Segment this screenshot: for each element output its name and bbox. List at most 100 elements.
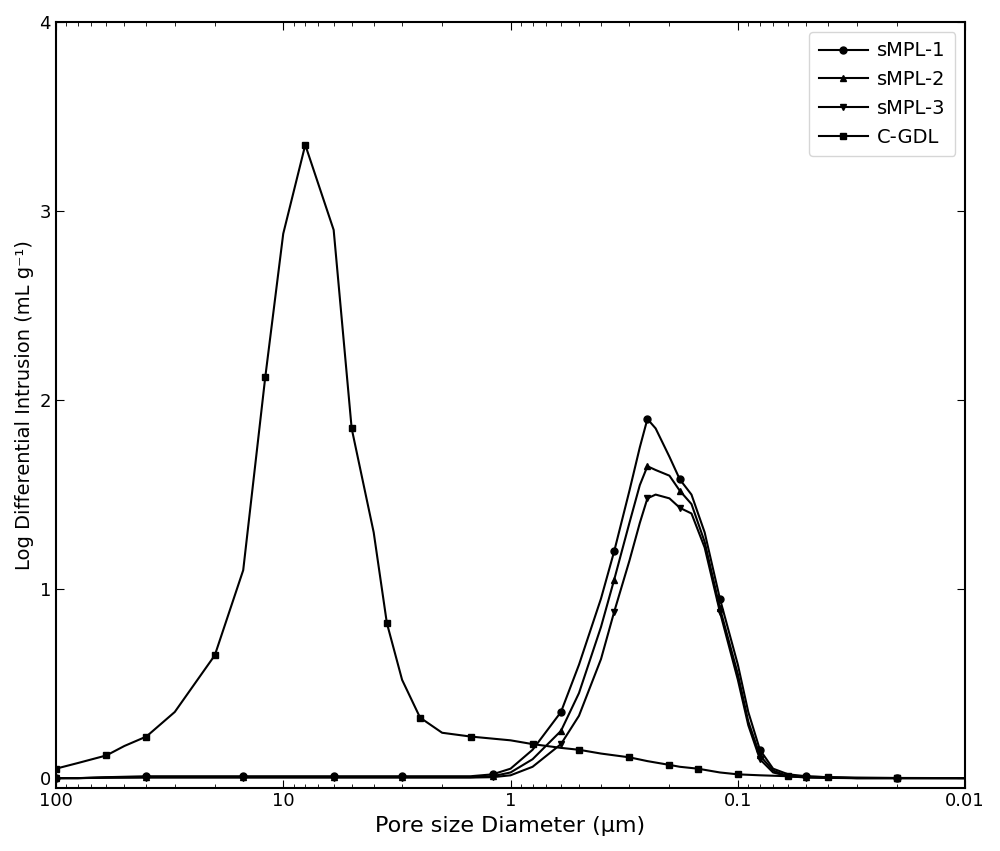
sMPL-1: [800, 771, 812, 781]
sMPL-3: [674, 503, 686, 513]
C-GDL: [641, 756, 653, 766]
sMPL-3: [650, 489, 662, 500]
sMPL-2: [674, 486, 686, 496]
sMPL-2: [346, 772, 358, 782]
sMPL-3: [685, 508, 697, 518]
sMPL-3: [959, 773, 971, 783]
C-GDL: [663, 760, 675, 770]
sMPL-1: [277, 771, 289, 781]
sMPL-1: [140, 771, 152, 781]
sMPL-1: [685, 489, 697, 500]
Line: sMPL-1: sMPL-1: [52, 415, 969, 781]
sMPL-3: [782, 771, 794, 781]
sMPL-3: [891, 773, 903, 783]
sMPL-1: [237, 771, 249, 781]
sMPL-1: [573, 660, 585, 670]
sMPL-3: [634, 517, 646, 528]
sMPL-3: [237, 773, 249, 783]
Y-axis label: Log Differential Intrusion (mL g⁻¹): Log Differential Intrusion (mL g⁻¹): [15, 240, 34, 569]
C-GDL: [50, 763, 62, 774]
sMPL-2: [368, 772, 380, 782]
sMPL-1: [641, 414, 653, 424]
sMPL-1: [595, 593, 607, 603]
sMPL-1: [368, 771, 380, 781]
Line: sMPL-2: sMPL-2: [52, 463, 969, 781]
C-GDL: [299, 140, 311, 150]
sMPL-3: [573, 711, 585, 721]
Line: C-GDL: C-GDL: [52, 141, 969, 781]
sMPL-1: [891, 773, 903, 783]
Line: sMPL-3: sMPL-3: [52, 491, 969, 781]
sMPL-1: [732, 660, 744, 670]
sMPL-2: [573, 688, 585, 698]
sMPL-2: [50, 773, 62, 783]
C-GDL: [381, 618, 393, 628]
sMPL-3: [595, 654, 607, 664]
C-GDL: [259, 372, 271, 382]
sMPL-1: [209, 771, 221, 781]
sMPL-3: [641, 494, 653, 504]
C-GDL: [595, 748, 607, 758]
C-GDL: [527, 739, 539, 749]
C-GDL: [368, 528, 380, 538]
sMPL-2: [732, 669, 744, 679]
C-GDL: [100, 751, 112, 761]
sMPL-3: [505, 770, 517, 780]
C-GDL: [237, 565, 249, 575]
sMPL-2: [623, 517, 635, 528]
sMPL-1: [822, 772, 834, 782]
sMPL-3: [822, 773, 834, 783]
sMPL-2: [72, 773, 84, 783]
C-GDL: [414, 712, 426, 722]
sMPL-2: [555, 726, 567, 736]
sMPL-3: [714, 607, 726, 617]
sMPL-1: [714, 593, 726, 603]
X-axis label: Pore size Diameter (μm): Pore size Diameter (μm): [375, 816, 646, 836]
sMPL-2: [608, 574, 620, 585]
sMPL-1: [754, 745, 766, 755]
sMPL-1: [608, 546, 620, 557]
sMPL-2: [169, 772, 181, 782]
sMPL-3: [299, 773, 311, 783]
sMPL-1: [505, 763, 517, 774]
sMPL-2: [505, 768, 517, 778]
sMPL-1: [465, 771, 477, 781]
sMPL-1: [650, 423, 662, 433]
sMPL-1: [782, 769, 794, 780]
sMPL-1: [851, 773, 863, 783]
C-GDL: [118, 741, 130, 751]
sMPL-2: [714, 603, 726, 613]
sMPL-2: [299, 772, 311, 782]
C-GDL: [396, 675, 408, 685]
Legend: sMPL-1, sMPL-2, sMPL-3, C-GDL: sMPL-1, sMPL-2, sMPL-3, C-GDL: [809, 31, 955, 157]
sMPL-3: [277, 773, 289, 783]
sMPL-3: [346, 773, 358, 783]
sMPL-1: [674, 474, 686, 484]
C-GDL: [140, 732, 152, 742]
sMPL-2: [237, 772, 249, 782]
sMPL-1: [663, 452, 675, 462]
sMPL-1: [555, 707, 567, 717]
C-GDL: [891, 773, 903, 783]
sMPL-3: [100, 773, 112, 783]
C-GDL: [277, 229, 289, 239]
sMPL-1: [436, 771, 448, 781]
C-GDL: [169, 707, 181, 717]
sMPL-3: [608, 607, 620, 617]
sMPL-1: [396, 771, 408, 781]
sMPL-1: [299, 771, 311, 781]
sMPL-3: [328, 773, 340, 783]
sMPL-2: [436, 772, 448, 782]
C-GDL: [505, 735, 517, 745]
sMPL-1: [699, 528, 711, 538]
C-GDL: [328, 225, 340, 235]
C-GDL: [346, 423, 358, 433]
C-GDL: [674, 762, 686, 772]
sMPL-2: [663, 471, 675, 481]
sMPL-3: [851, 773, 863, 783]
sMPL-1: [50, 773, 62, 783]
sMPL-3: [465, 773, 477, 783]
C-GDL: [822, 772, 834, 782]
sMPL-2: [140, 772, 152, 782]
sMPL-1: [527, 745, 539, 755]
